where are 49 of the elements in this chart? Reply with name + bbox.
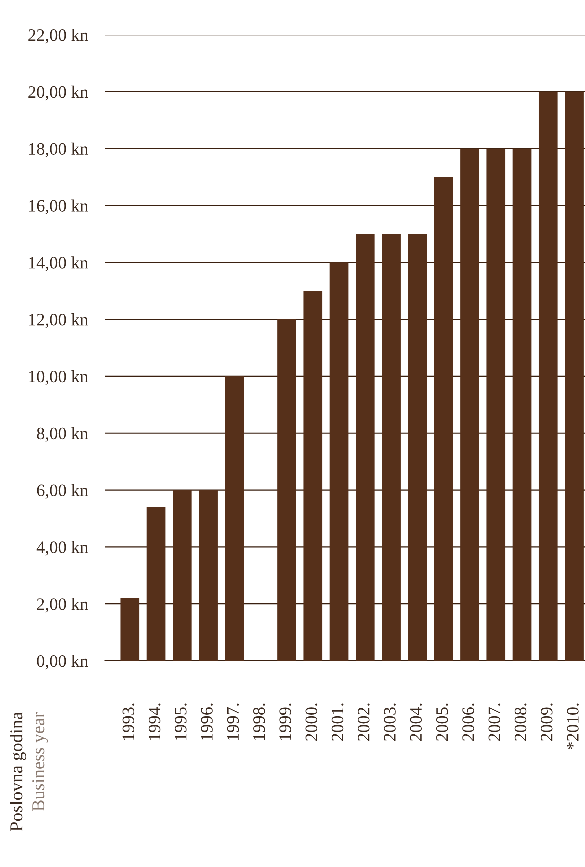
bar — [356, 234, 375, 661]
x-tick-label: 2005. — [436, 704, 448, 741]
bar — [304, 291, 323, 661]
x-tick-label: 2004. — [410, 704, 422, 741]
bar — [434, 177, 454, 661]
y-tick-label: 18,00 kn — [29, 142, 88, 158]
bar — [512, 148, 532, 661]
y-tick-label: 14,00 kn — [29, 256, 88, 272]
y-tick-label: 22,00 kn — [28, 29, 88, 44]
bar — [330, 262, 349, 661]
text: Business year — [32, 712, 48, 812]
bar — [538, 92, 558, 661]
x-tick-label: 2006. — [462, 704, 474, 741]
y-tick-label: 8,00 kn — [37, 427, 88, 442]
y-tick-label: 16,00 kn — [29, 200, 88, 214]
bar — [173, 490, 192, 661]
x-tick-label: 2002. — [358, 704, 370, 741]
bar — [486, 148, 506, 661]
x-tick-label: 1999. — [280, 704, 292, 740]
x-tick-label: 2009. — [541, 704, 553, 741]
bar — [278, 320, 296, 661]
bar — [408, 234, 428, 661]
y-tick-label: 2,00 kn — [37, 598, 88, 613]
bar — [120, 598, 140, 661]
x-tick-label: 2008. — [514, 704, 527, 741]
x-tick-label: *2010. — [567, 704, 579, 750]
bar — [565, 92, 584, 661]
x-tick-label: 2001. — [332, 704, 344, 741]
y-tick-label: 20,00 kn — [28, 86, 88, 101]
bar — [146, 507, 166, 661]
x-tick-label: 1994. — [148, 704, 161, 740]
bar — [382, 234, 401, 661]
x-tick-label: 1997. — [227, 704, 240, 740]
y-tick-label: 4,00 kn — [36, 541, 88, 556]
y-tick-label: 6,00 kn — [37, 484, 88, 499]
x-tick-label: 1998. — [253, 704, 266, 740]
y-tick-label: 12,00 kn — [29, 314, 88, 328]
x-tick-label: 1993. — [122, 704, 135, 740]
x-tick-label: 2000. — [306, 704, 318, 741]
y-tick-label: 10,00 kn — [29, 370, 88, 386]
bar — [199, 490, 218, 661]
x-tick-label: 1996. — [201, 704, 213, 740]
x-tick-label: 1995. — [175, 704, 187, 740]
bar — [460, 148, 480, 661]
x-tick-label: 2007. — [488, 704, 501, 741]
bar — [225, 376, 244, 661]
y-tick-label: 0,00 kn — [37, 654, 88, 670]
text: Poslovna godina — [10, 712, 26, 832]
x-tick-label: 2003. — [384, 704, 396, 741]
